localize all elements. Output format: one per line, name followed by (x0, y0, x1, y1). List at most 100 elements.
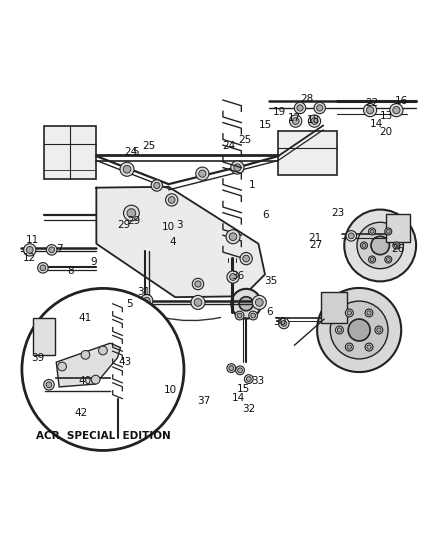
Text: 9: 9 (91, 257, 98, 267)
Circle shape (365, 343, 373, 351)
Text: 21: 21 (308, 233, 321, 243)
Circle shape (124, 205, 139, 221)
Text: 14: 14 (232, 393, 245, 403)
Circle shape (368, 256, 376, 263)
Text: 15: 15 (237, 384, 250, 394)
Circle shape (345, 343, 353, 351)
Circle shape (393, 107, 400, 114)
Text: ACR  SPECIAL  EDITION: ACR SPECIAL EDITION (35, 431, 170, 441)
Circle shape (226, 230, 240, 244)
Circle shape (346, 231, 357, 241)
Circle shape (44, 379, 54, 390)
Text: 36: 36 (231, 271, 244, 281)
Circle shape (290, 115, 302, 127)
Circle shape (386, 230, 390, 233)
Text: 27: 27 (310, 240, 323, 251)
Text: 24: 24 (222, 141, 235, 151)
Circle shape (279, 318, 289, 329)
Text: 17: 17 (288, 112, 301, 123)
Text: 14: 14 (370, 119, 383, 129)
FancyBboxPatch shape (386, 214, 410, 242)
Circle shape (371, 236, 389, 255)
FancyBboxPatch shape (33, 318, 55, 355)
Circle shape (227, 364, 236, 373)
Text: 8: 8 (67, 266, 74, 276)
Circle shape (58, 362, 67, 371)
Circle shape (348, 319, 370, 341)
Text: 6: 6 (266, 308, 273, 318)
Text: 20: 20 (379, 127, 392, 136)
Text: 13: 13 (380, 111, 393, 122)
Text: 42: 42 (74, 408, 88, 418)
Circle shape (375, 326, 383, 334)
Circle shape (40, 265, 46, 271)
Circle shape (336, 326, 343, 334)
Circle shape (357, 222, 403, 269)
Circle shape (317, 105, 323, 111)
Circle shape (237, 313, 242, 318)
Text: 39: 39 (31, 353, 44, 363)
Text: 43: 43 (118, 357, 131, 367)
Circle shape (194, 298, 202, 306)
Text: 24: 24 (124, 147, 137, 157)
Circle shape (330, 301, 388, 359)
Text: 26: 26 (391, 244, 404, 254)
Circle shape (230, 273, 237, 280)
Text: 10: 10 (163, 385, 177, 395)
Circle shape (386, 257, 390, 262)
Circle shape (22, 288, 184, 450)
Polygon shape (56, 343, 120, 387)
Circle shape (234, 164, 241, 171)
Circle shape (348, 233, 354, 239)
Circle shape (154, 182, 160, 189)
Circle shape (367, 345, 371, 349)
Circle shape (166, 194, 178, 206)
Circle shape (281, 320, 287, 326)
Text: 25: 25 (142, 141, 155, 151)
Circle shape (99, 346, 107, 355)
Circle shape (238, 368, 243, 373)
Circle shape (364, 103, 377, 117)
FancyArrowPatch shape (110, 290, 221, 321)
Circle shape (113, 298, 121, 306)
Circle shape (244, 375, 253, 383)
Circle shape (347, 345, 351, 349)
Circle shape (239, 297, 253, 311)
Circle shape (314, 102, 325, 114)
Circle shape (199, 170, 206, 177)
Text: 29: 29 (117, 220, 130, 230)
Circle shape (345, 309, 353, 317)
Text: 7: 7 (56, 244, 63, 254)
Circle shape (127, 209, 136, 217)
Circle shape (168, 197, 175, 203)
Circle shape (236, 366, 244, 375)
Circle shape (246, 377, 251, 382)
Circle shape (38, 263, 48, 273)
Circle shape (195, 281, 201, 287)
Circle shape (344, 209, 416, 281)
Circle shape (337, 328, 342, 332)
Circle shape (191, 295, 205, 310)
Circle shape (255, 298, 263, 306)
Text: 5: 5 (132, 147, 139, 157)
Text: 5: 5 (126, 298, 133, 309)
Circle shape (370, 230, 374, 233)
Text: 6: 6 (262, 210, 269, 220)
Circle shape (377, 328, 381, 332)
Text: 30: 30 (273, 317, 286, 327)
Text: 37: 37 (197, 396, 210, 406)
Circle shape (231, 161, 244, 174)
Text: 10: 10 (162, 222, 175, 232)
Circle shape (151, 180, 162, 191)
Circle shape (395, 244, 398, 247)
Circle shape (91, 375, 100, 384)
Text: 23: 23 (332, 208, 345, 218)
Circle shape (385, 228, 392, 235)
Circle shape (141, 295, 153, 307)
Text: 4: 4 (170, 237, 177, 247)
Text: 3: 3 (176, 220, 183, 230)
Text: 1: 1 (248, 181, 255, 190)
Circle shape (367, 107, 374, 114)
Text: 18: 18 (307, 115, 320, 125)
Text: 22: 22 (365, 98, 378, 108)
